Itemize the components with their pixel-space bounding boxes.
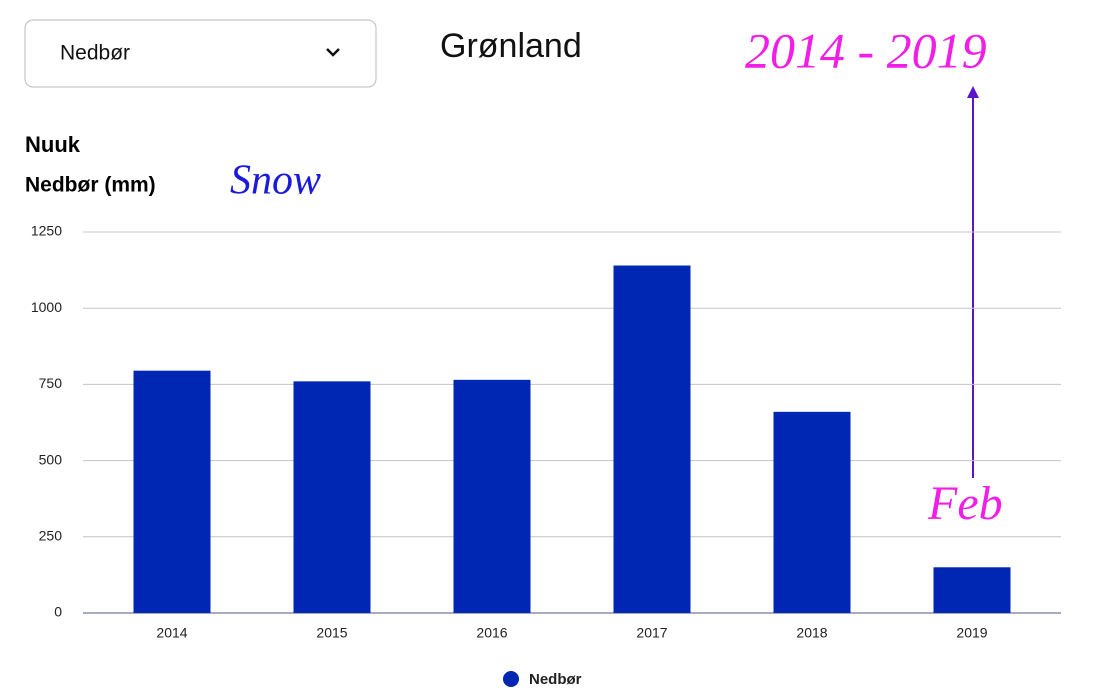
y-tick-label: 750 <box>39 375 63 391</box>
dropdown[interactable] <box>24 19 377 88</box>
bar <box>933 567 1011 613</box>
annotation-arrowhead <box>967 86 979 98</box>
dropdown-chevron <box>326 48 340 57</box>
x-tick-label: 2019 <box>956 625 987 641</box>
y-tick-label: 500 <box>39 451 63 467</box>
annotation: Snow <box>230 158 321 204</box>
x-tick-label: 2017 <box>636 625 667 641</box>
annotation: 2014 - 2019 <box>745 22 987 78</box>
bar <box>293 381 371 613</box>
x-tick-label: 2014 <box>156 625 187 641</box>
y-tick-label: 1250 <box>31 223 62 239</box>
bar <box>613 265 691 613</box>
x-tick-label: 2016 <box>476 625 507 641</box>
bar <box>773 411 851 613</box>
x-tick-label: 2015 <box>316 625 347 641</box>
y-tick-label: 0 <box>54 604 62 620</box>
location: Nuuk <box>25 132 81 157</box>
y-axis-label: Nedbør (mm) <box>25 174 156 197</box>
legend-label: Nedbør <box>529 671 582 688</box>
chart-title: Grønland <box>440 27 582 65</box>
legend-marker <box>503 671 519 687</box>
x-tick-label: 2018 <box>796 625 827 641</box>
annotation: Feb <box>927 477 1003 530</box>
y-tick-label: 250 <box>39 528 63 544</box>
bar <box>453 379 531 613</box>
dropdown-label: Nedbør <box>60 42 130 65</box>
bar <box>133 370 211 613</box>
y-tick-label: 1000 <box>31 299 62 315</box>
